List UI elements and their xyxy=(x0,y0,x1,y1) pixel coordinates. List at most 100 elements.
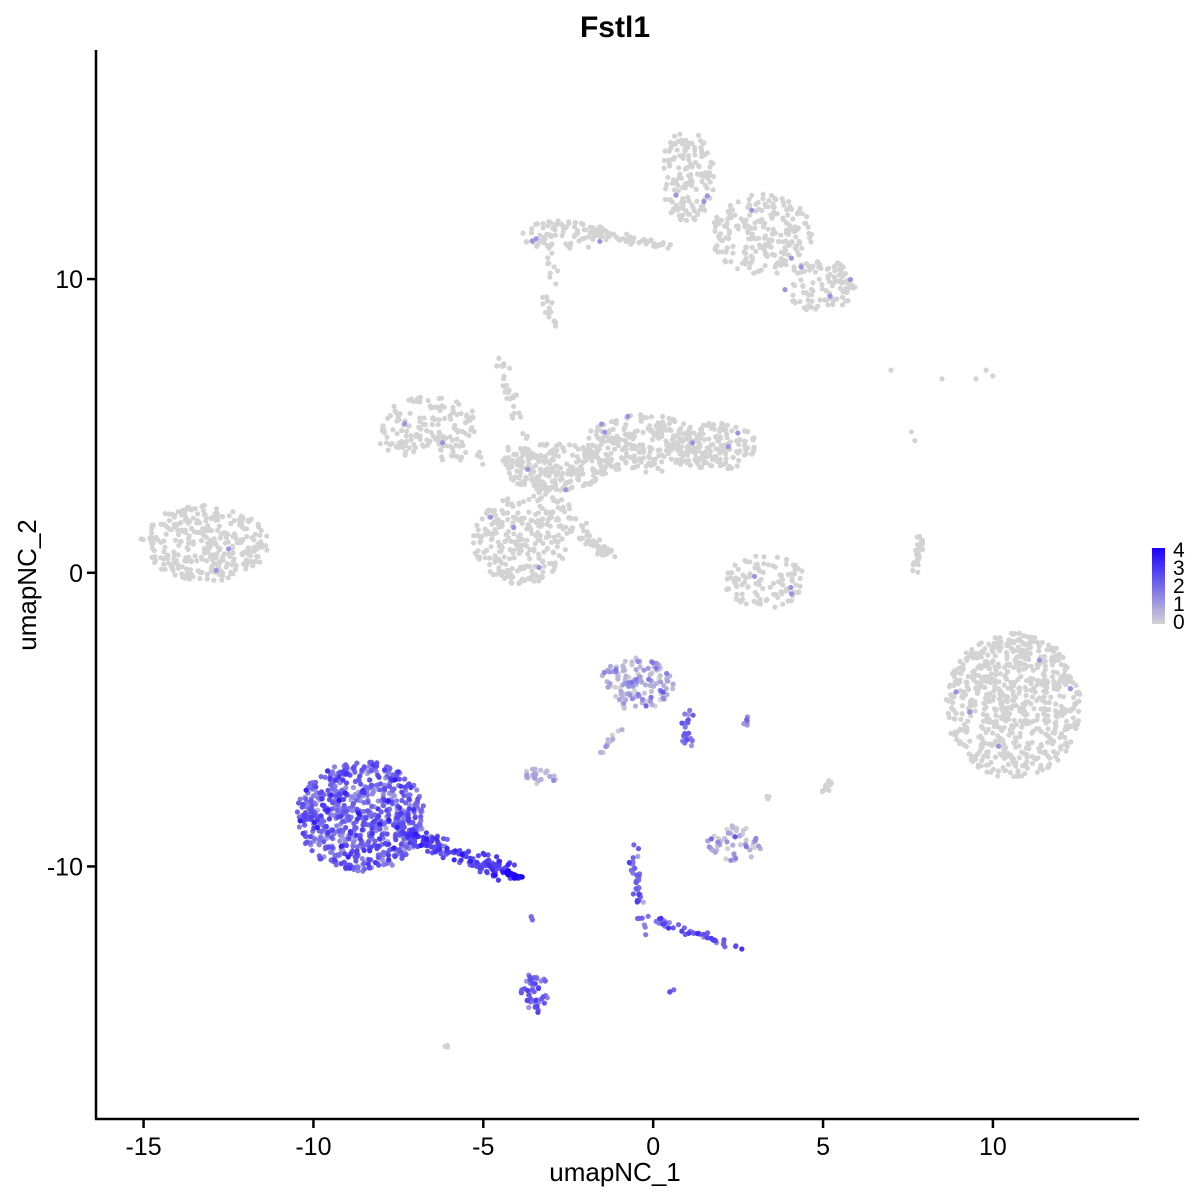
cell-point xyxy=(685,194,691,200)
cell-point xyxy=(370,789,376,795)
cell-point xyxy=(1001,682,1007,688)
cell-point xyxy=(251,537,257,543)
cell-point xyxy=(721,937,727,943)
cell-point xyxy=(743,837,749,843)
cell-point xyxy=(641,667,647,673)
cell-point xyxy=(723,456,729,462)
cell-point xyxy=(415,796,421,802)
cell-point xyxy=(668,456,675,462)
cell-point xyxy=(810,280,816,286)
cell-point xyxy=(319,819,325,825)
cell-point xyxy=(765,226,771,232)
cell-point xyxy=(319,802,326,808)
cell-point xyxy=(1042,673,1048,679)
cell-point xyxy=(417,415,423,421)
cell-point xyxy=(524,537,530,543)
cell-point xyxy=(1029,739,1035,746)
cell-point xyxy=(215,517,221,523)
cell-point xyxy=(736,441,742,447)
cell-point xyxy=(609,438,615,444)
cell-point xyxy=(805,224,811,230)
cell-point xyxy=(475,853,481,859)
cell-point xyxy=(637,449,643,455)
cell-point xyxy=(562,547,569,553)
cell-point xyxy=(734,266,741,272)
cell-point xyxy=(958,716,964,723)
cell-point xyxy=(336,791,342,797)
cell-point xyxy=(752,589,758,596)
cell-point xyxy=(631,443,637,449)
cell-point xyxy=(567,527,573,533)
cell-point xyxy=(360,787,366,793)
cell-point xyxy=(711,220,718,226)
cell-point xyxy=(316,842,322,848)
cell-point xyxy=(733,223,739,229)
cell-point xyxy=(509,458,516,464)
cell-point xyxy=(591,540,598,546)
cell-point xyxy=(753,835,759,842)
cell-point xyxy=(391,793,397,799)
cell-point xyxy=(319,789,325,795)
cell-point xyxy=(810,263,816,269)
cell-point xyxy=(967,738,973,744)
cell-point xyxy=(514,568,521,574)
cell-point xyxy=(544,768,550,774)
cell-point xyxy=(407,410,413,416)
cell-point xyxy=(200,526,206,532)
cell-point xyxy=(621,705,627,711)
cell-point xyxy=(440,855,446,861)
cell-point xyxy=(149,522,155,528)
cell-point xyxy=(630,455,637,461)
cell-point xyxy=(402,784,408,790)
cell-point xyxy=(992,653,998,659)
cell-point xyxy=(795,270,801,276)
cell-point xyxy=(987,719,993,725)
cell-point xyxy=(232,567,239,573)
cell-point xyxy=(428,429,434,435)
cell-point xyxy=(308,798,314,804)
cell-point xyxy=(528,517,534,523)
cell-point xyxy=(533,236,539,242)
cell-point xyxy=(575,446,581,452)
cell-point xyxy=(381,802,387,809)
cell-point xyxy=(540,569,546,575)
cell-point xyxy=(529,568,535,574)
cell-point xyxy=(663,438,669,444)
cell-point xyxy=(313,801,319,807)
cell-point xyxy=(733,596,739,602)
cell-point xyxy=(297,818,303,824)
cell-point xyxy=(630,891,637,897)
cell-point xyxy=(406,796,412,802)
cell-point xyxy=(766,237,772,243)
cell-point xyxy=(421,443,427,449)
cell-point xyxy=(355,810,361,816)
cell-point xyxy=(1060,694,1067,700)
cell-point xyxy=(812,269,819,275)
cell-point xyxy=(256,524,262,530)
cell-point xyxy=(525,466,531,472)
cell-point xyxy=(1023,692,1029,699)
cell-point xyxy=(788,255,795,261)
cell-point xyxy=(797,583,803,589)
cell-point xyxy=(593,445,600,451)
cell-point xyxy=(537,496,543,502)
cell-point xyxy=(391,845,397,851)
cell-point xyxy=(586,435,592,441)
cell-point xyxy=(349,794,355,800)
cell-point xyxy=(612,684,618,690)
cell-point xyxy=(756,242,763,248)
cell-point xyxy=(739,596,746,602)
cell-point xyxy=(643,932,649,938)
cell-point xyxy=(526,509,532,515)
cell-point xyxy=(343,771,350,777)
cell-point xyxy=(584,447,591,453)
cell-point xyxy=(303,787,309,793)
cell-point xyxy=(534,221,541,227)
cell-point xyxy=(626,683,632,689)
cell-point xyxy=(958,670,964,676)
cell-point xyxy=(778,572,784,578)
cell-point xyxy=(798,277,804,283)
cell-point xyxy=(797,575,803,581)
cell-point xyxy=(489,536,495,542)
cell-point xyxy=(465,849,471,855)
